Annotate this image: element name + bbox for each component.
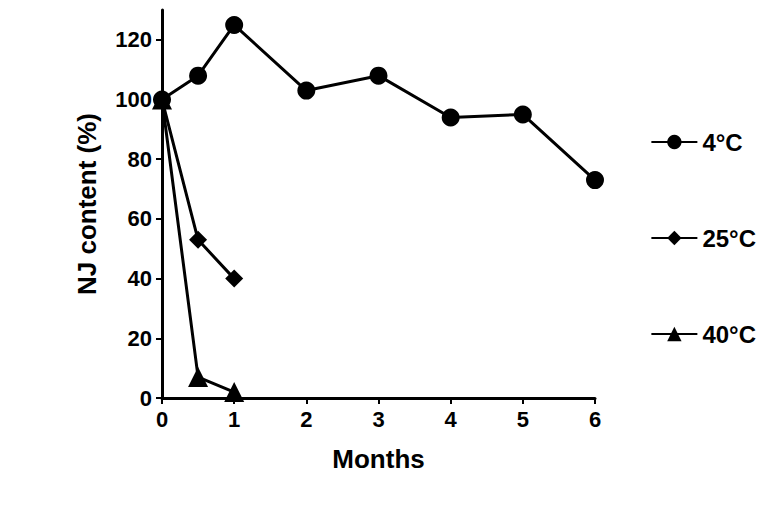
svg-text:5: 5 (517, 407, 529, 432)
svg-text:25°C: 25°C (702, 225, 756, 252)
svg-text:Months: Months (332, 444, 424, 474)
svg-text:2: 2 (300, 407, 312, 432)
svg-text:6: 6 (589, 407, 601, 432)
svg-text:40: 40 (128, 266, 152, 291)
svg-text:NJ content (%): NJ content (%) (72, 113, 102, 295)
svg-text:20: 20 (128, 326, 152, 351)
svg-text:100: 100 (115, 87, 152, 112)
svg-text:3: 3 (372, 407, 384, 432)
svg-text:60: 60 (128, 206, 152, 231)
svg-text:4°C: 4°C (702, 129, 742, 156)
svg-text:0: 0 (156, 407, 168, 432)
svg-text:80: 80 (128, 147, 152, 172)
svg-text:40°C: 40°C (702, 321, 756, 348)
svg-text:1: 1 (228, 407, 240, 432)
svg-text:0: 0 (140, 386, 152, 411)
svg-text:120: 120 (115, 27, 152, 52)
svg-text:4: 4 (445, 407, 458, 432)
